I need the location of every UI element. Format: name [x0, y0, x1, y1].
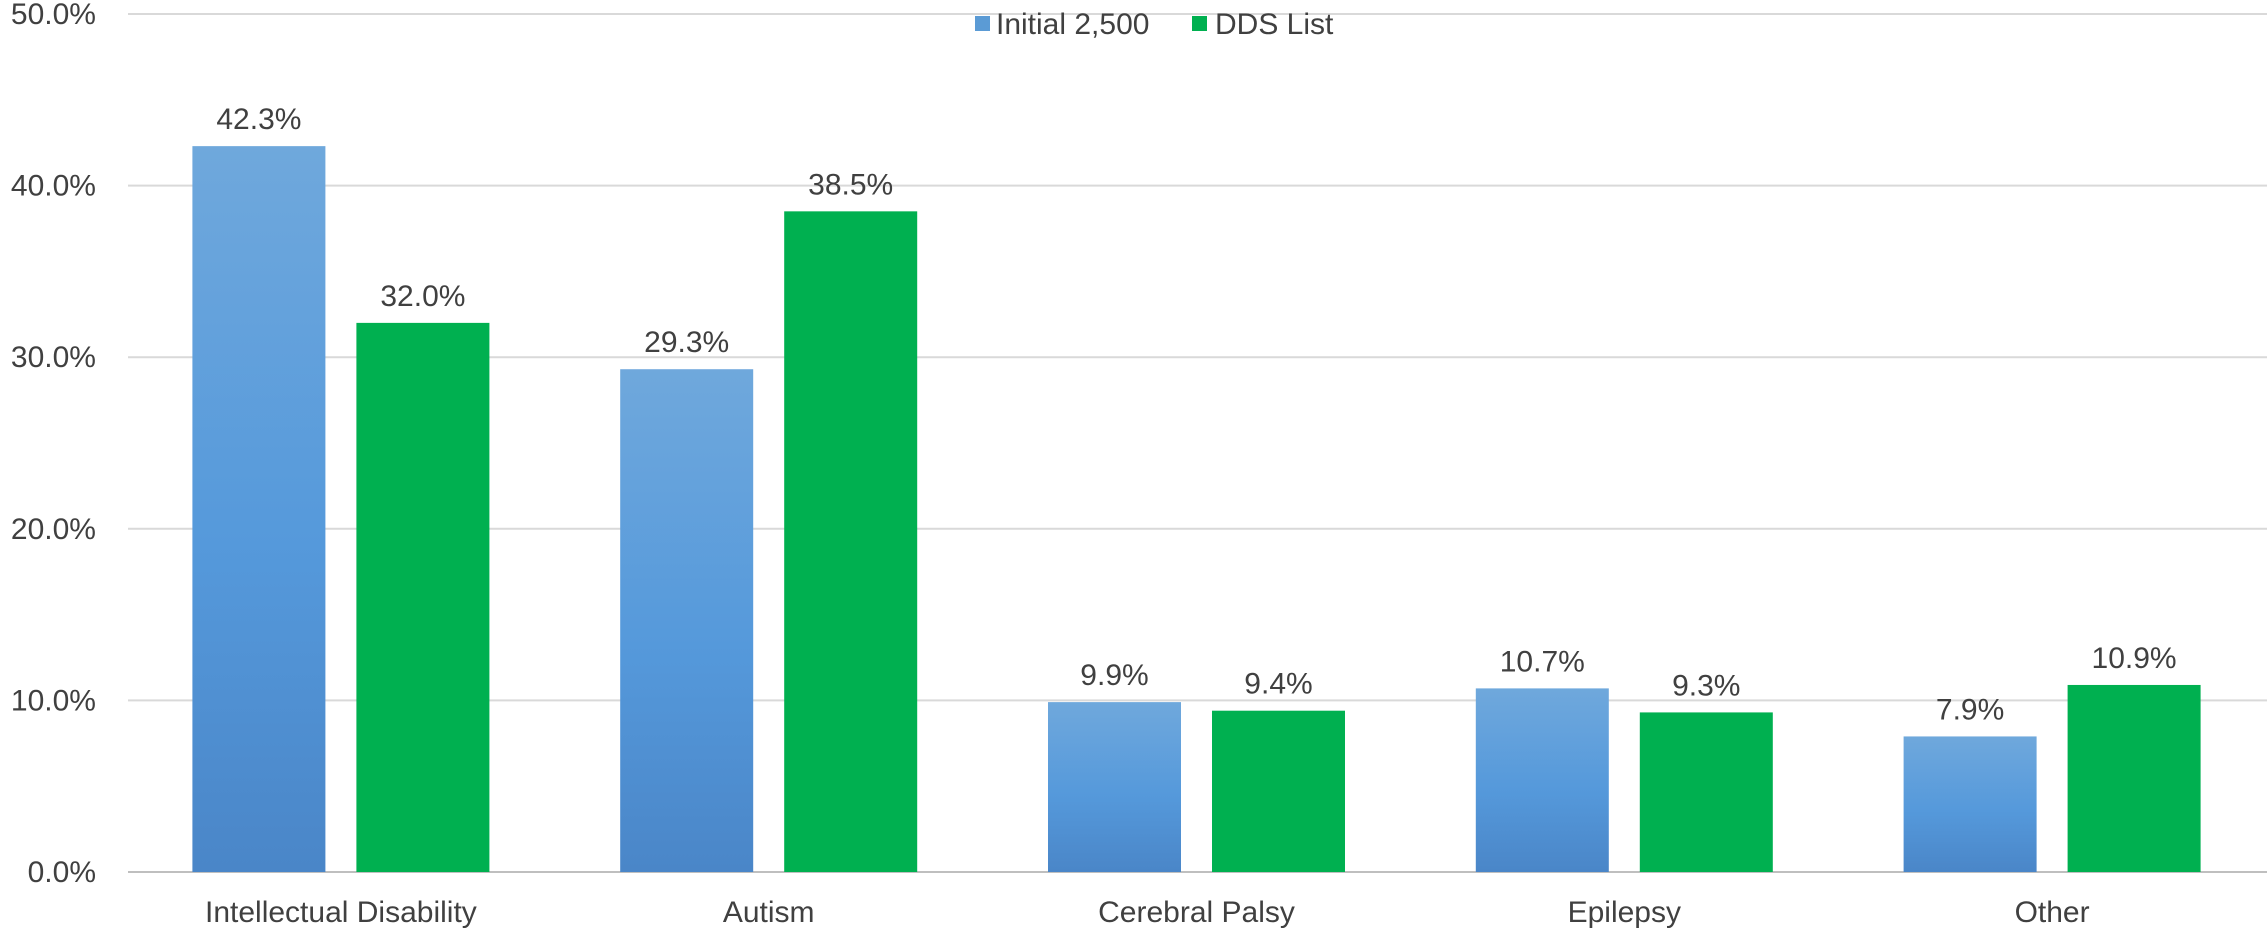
y-tick-label: 30.0%	[11, 341, 96, 374]
data-label: 32.0%	[380, 280, 465, 313]
y-axis: 0.0% 10.0% 20.0% 30.0% 40.0% 50.0%	[11, 0, 96, 889]
category-label: Autism	[723, 896, 815, 928]
y-tick-label: 40.0%	[11, 170, 96, 203]
y-tick-label: 10.0%	[11, 684, 96, 717]
x-axis: Intellectual Disability Autism Cerebral Pa…	[205, 896, 2090, 928]
y-tick-label: 20.0%	[11, 513, 96, 546]
data-label: 29.3%	[644, 326, 729, 359]
legend-swatch	[975, 16, 990, 31]
data-label: 9.9%	[1080, 659, 1148, 692]
data-label: 10.9%	[2092, 642, 2177, 675]
bar-initial-2500	[1903, 736, 2037, 872]
bar-initial-2500	[620, 369, 754, 872]
bar-dds-list	[1212, 710, 1345, 872]
data-label: 38.5%	[808, 168, 893, 201]
y-tick-label: 0.0%	[28, 856, 96, 889]
y-tick-label: 50.0%	[11, 0, 96, 31]
bar-dds-list	[2067, 684, 2201, 872]
data-label: 9.4%	[1244, 668, 1312, 701]
category-label: Intellectual Disability	[205, 896, 477, 928]
data-label: 10.7%	[1500, 645, 1585, 678]
legend-label: DDS List	[1215, 8, 1334, 41]
data-label: 9.3%	[1672, 669, 1740, 702]
bar-dds-list	[356, 322, 490, 872]
legend-label: Initial 2,500	[996, 8, 1149, 41]
bar-dds-list	[784, 211, 918, 873]
data-label: 42.3%	[216, 103, 301, 136]
legend-swatch	[1192, 16, 1207, 31]
bars	[192, 146, 2201, 873]
category-label: Other	[2015, 896, 2090, 928]
category-label: Cerebral Palsy	[1098, 896, 1295, 928]
data-labels: 42.3% 32.0% 29.3% 38.5% 9.9% 9.4% 10.7% 9.3% 7.9…	[216, 103, 2176, 726]
data-label: 7.9%	[1936, 693, 2004, 726]
category-label: Epilepsy	[1568, 896, 1681, 928]
bar-initial-2500	[1048, 702, 1181, 872]
legend: Initial 2,500 DDS List	[975, 8, 1334, 41]
bar-initial-2500	[1475, 688, 1609, 872]
bar-initial-2500	[192, 146, 326, 872]
bar-dds-list	[1639, 712, 1773, 872]
